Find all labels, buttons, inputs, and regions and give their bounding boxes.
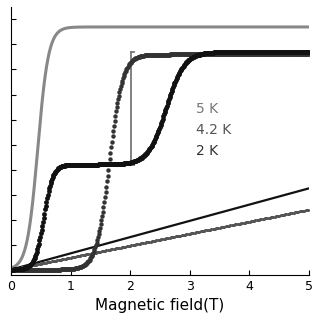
Text: 2 K: 2 K xyxy=(196,145,218,158)
Text: 4.2 K: 4.2 K xyxy=(196,123,231,137)
X-axis label: Magnetic field(T): Magnetic field(T) xyxy=(95,298,225,313)
Text: 5 K: 5 K xyxy=(196,102,218,116)
